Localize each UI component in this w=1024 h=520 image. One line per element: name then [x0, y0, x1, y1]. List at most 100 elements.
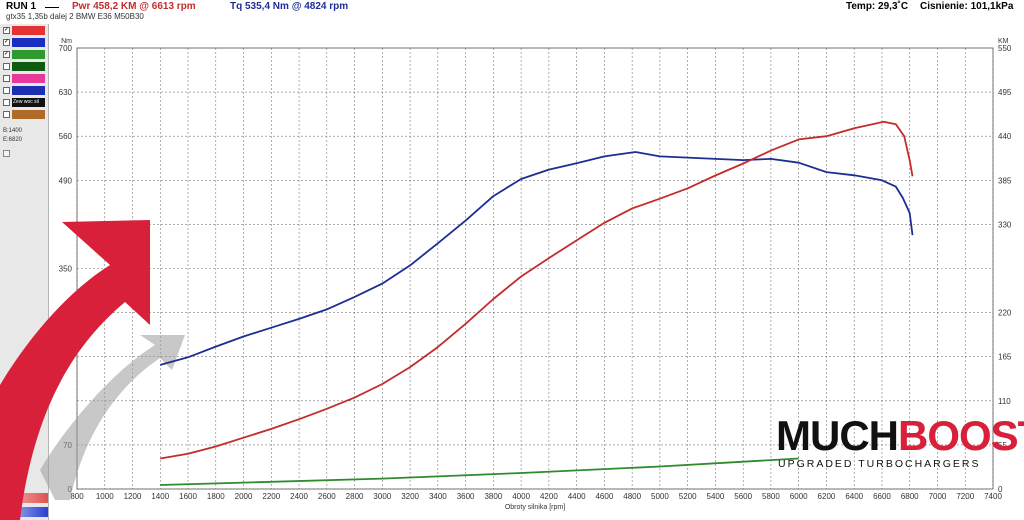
y-right-tick-label: 110	[998, 397, 1011, 406]
x-tick-label: 5400	[707, 492, 725, 501]
y-left-tick-label: 630	[59, 88, 73, 97]
y-right-tick-label: 55	[998, 441, 1007, 450]
x-axis-label: Obroty silnika [rpm]	[505, 504, 565, 511]
run-line-swatch	[45, 7, 59, 8]
sidebar-series-toggle[interactable]: ✓	[3, 26, 45, 35]
series-checkbox[interactable]: ✓	[3, 39, 10, 46]
x-tick-label: 4800	[623, 492, 641, 501]
red-trend-arrow	[0, 220, 150, 520]
x-tick-label: 6200	[818, 492, 836, 501]
sidebar-series-toggle[interactable]	[3, 110, 45, 119]
sidebar-series-toggle[interactable]: Zew woc sil	[3, 98, 45, 107]
series-color-swatch: Zew woc sil	[12, 98, 45, 107]
power-color-bar	[0, 493, 48, 503]
torque-color-bar	[0, 507, 48, 517]
plot-frame	[76, 47, 994, 490]
power-peak-readout: Pwr 458,2 KM @ 6613 rpm	[72, 1, 196, 12]
x-tick-label: 3400	[429, 492, 447, 501]
series-checkbox[interactable]	[3, 87, 10, 94]
y-right-tick-label: 385	[998, 176, 1012, 185]
y-left-tick-label: 490	[59, 176, 73, 185]
range-end-value: E:6820	[3, 137, 23, 143]
x-tick-label: 1400	[151, 492, 169, 501]
vehicle-description: gtx35 1,35b dalej 2 BMW E36 M50B30	[6, 12, 144, 21]
logo-tagline: UPGRADED TURBOCHARGERS	[778, 458, 981, 470]
x-tick-label: 5200	[679, 492, 697, 501]
x-tick-label: 7000	[929, 492, 947, 501]
sidebar-series-toggle[interactable]	[3, 74, 45, 83]
series-line-1	[160, 120, 914, 460]
x-tick-label: 2600	[318, 492, 336, 501]
x-tick-label: 4000	[512, 492, 530, 501]
x-tick-label: 2000	[235, 492, 253, 501]
series-checkbox[interactable]	[3, 99, 10, 106]
torque-peak-readout: Tq 535,4 Nm @ 4824 rpm	[230, 1, 349, 12]
y-left-axis-label: Nm	[61, 38, 72, 45]
x-tick-label: 2400	[290, 492, 308, 501]
x-tick-label: 4400	[568, 492, 586, 501]
sidebar-small-button[interactable]	[3, 150, 10, 157]
x-tick-label: 6600	[873, 492, 891, 501]
header: RUN 1 Pwr 458,2 KM @ 6613 rpm Tq 535,4 N…	[0, 0, 1024, 24]
y-right-tick-label: 165	[998, 353, 1012, 362]
x-tick-label: 3600	[457, 492, 475, 501]
y-right-tick-label: 440	[998, 132, 1012, 141]
x-tick-label: 1000	[96, 492, 114, 501]
y-right-tick-label: 330	[998, 220, 1012, 229]
y-right-axis-label: KM	[998, 38, 1009, 45]
y-left-tick-label: 350	[59, 265, 73, 274]
pressure-readout: Cisnienie: 101,1kPa	[920, 1, 1014, 12]
series-checkbox[interactable]	[3, 63, 10, 70]
run-label: RUN 1	[6, 1, 37, 12]
x-tick-label: 800	[70, 492, 84, 501]
x-tick-label: 5000	[651, 492, 669, 501]
x-tick-label: 7200	[956, 492, 974, 501]
series-color-swatch	[12, 86, 45, 95]
x-tick-label: 3200	[401, 492, 419, 501]
muchboost-logo: MUCHBOOST UPGRADED TURBOCHARGERS	[776, 415, 1024, 476]
y-right-tick-label: 220	[998, 309, 1012, 318]
logo-text-boost: BOOST	[897, 412, 1024, 459]
y-left-tick-label: 700	[59, 44, 73, 53]
series-checkbox[interactable]: ✓	[3, 51, 10, 58]
series-color-swatch	[12, 110, 45, 119]
x-tick-label: 1800	[207, 492, 225, 501]
sidebar-series-toggle[interactable]	[3, 62, 45, 71]
x-tick-label: 1600	[179, 492, 197, 501]
series-color-swatch	[12, 62, 45, 71]
x-tick-label: 7400	[984, 492, 1002, 501]
sidebar-series-toggle[interactable]: ✓	[3, 38, 45, 47]
grey-shadow-arrow	[40, 335, 185, 500]
series-checkbox[interactable]	[3, 75, 10, 82]
x-tick-label: 4200	[540, 492, 558, 501]
x-tick-label: 5800	[762, 492, 780, 501]
y-left-tick-label: 560	[59, 132, 73, 141]
series-color-swatch	[12, 50, 45, 59]
y-right-tick-label: 495	[998, 88, 1012, 97]
series-line-0	[160, 151, 914, 366]
temperature-readout: Temp: 29,3˚C	[846, 1, 909, 12]
series-checkbox[interactable]: ✓	[3, 27, 10, 34]
x-tick-label: 6800	[901, 492, 919, 501]
sidebar-series-toggle[interactable]: ✓	[3, 50, 45, 59]
x-tick-label: 6400	[845, 492, 863, 501]
y-right-tick-label: 550	[998, 44, 1012, 53]
y-right-tick-label: 0	[998, 485, 1003, 494]
x-tick-label: 6000	[790, 492, 808, 501]
series-color-swatch	[12, 38, 45, 47]
x-tick-label: 3800	[484, 492, 502, 501]
x-tick-label: 4600	[595, 492, 613, 501]
logo-text-much: MUCH	[776, 412, 899, 459]
x-tick-label: 3000	[373, 492, 391, 501]
series-line-2	[160, 457, 799, 486]
x-tick-label: 2200	[262, 492, 280, 501]
x-tick-label: 5600	[734, 492, 752, 501]
series-color-swatch	[12, 74, 45, 83]
range-start-value: B:1400	[3, 128, 23, 134]
x-tick-label: 2800	[346, 492, 364, 501]
x-tick-label: 1200	[124, 492, 142, 501]
sidebar-series-toggle[interactable]	[3, 86, 45, 95]
series-checkbox[interactable]	[3, 111, 10, 118]
series-color-swatch	[12, 26, 45, 35]
